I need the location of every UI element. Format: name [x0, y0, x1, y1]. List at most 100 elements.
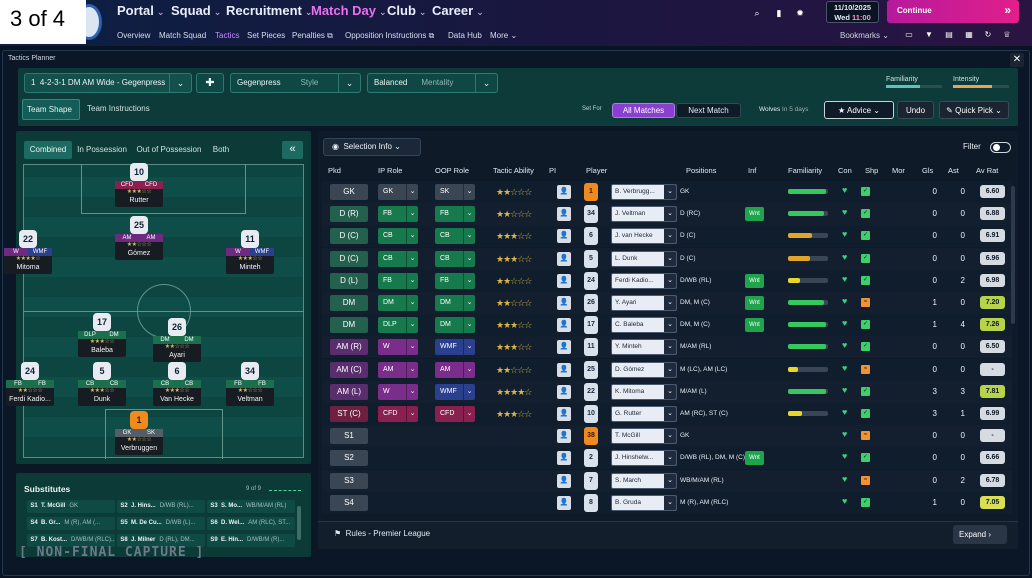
tab-team-shape[interactable]: Team Shape [22, 99, 80, 120]
nav-recruitment[interactable]: Recruitment ⌄ [226, 3, 312, 18]
column-header[interactable]: Pkd [328, 166, 341, 175]
person-icon[interactable]: 👤 [557, 451, 571, 466]
person-icon[interactable]: 👤 [557, 407, 571, 421]
search-icon[interactable]: ⌕ [754, 8, 760, 18]
picked-position-button[interactable]: S3 [330, 472, 368, 489]
column-header[interactable]: Tactic Ability [493, 166, 534, 175]
chat-icon[interactable]: ▭ [905, 30, 913, 39]
table-row[interactable]: S4 👤 8 B. Gruda ⌄ M (R), AM (RLC) ♥ ✓ 1 0 7.05 [322, 491, 1012, 514]
ip-role-select[interactable]: FB ⌄ [378, 206, 418, 223]
subnav-overview[interactable]: Overview [117, 31, 151, 40]
column-header[interactable]: Inf [748, 166, 757, 175]
person-icon[interactable]: 👤 [557, 495, 571, 510]
sub-slot[interactable]: S8 J. Milner D (RL), DM... [117, 534, 205, 547]
advice-button[interactable]: ★ Advice ⌄ [824, 101, 894, 119]
shirt-icon[interactable]: ▼ [925, 30, 933, 39]
subnav-opposition-instructions[interactable]: Opposition Instructions ⧉ [345, 31, 434, 41]
nav-career[interactable]: Career ⌄ [432, 3, 484, 18]
player-select[interactable]: Ferdi Kadio... ⌄ [611, 272, 677, 289]
sub-slot[interactable]: S2 J. Hins... D/WB (RL)... [117, 500, 205, 513]
pitch-tab-out-of-possession[interactable]: Out of Possession [136, 145, 202, 154]
ip-role-select[interactable]: CB ⌄ [378, 250, 418, 267]
nav-portal[interactable]: Portal ⌄ [117, 3, 164, 18]
column-header[interactable]: IP Role [378, 166, 403, 175]
table-row[interactable]: DM DM ⌄ DM ⌄ ★★☆☆☆ 👤 26 Y. Ayari ⌄ DM, M (C) Wnt ♥ ≈1… [322, 292, 1012, 314]
oop-role-select[interactable]: FB ⌄ [435, 206, 475, 223]
ip-role-select[interactable]: W ⌄ [378, 383, 418, 400]
nav-club[interactable]: Club ⌄ [387, 3, 426, 18]
oop-role-select[interactable]: DM ⌄ [435, 295, 475, 311]
player-select[interactable]: J. van Hecke ⌄ [611, 228, 677, 245]
table-row[interactable]: AM (R) W ⌄ WMF ⌄ ★★★☆☆ 👤 11 Y. Minteh ⌄ M/AM (RL) ♥… [322, 336, 1012, 359]
subnav-set-pieces[interactable]: Set Pieces [247, 31, 286, 40]
mentality-select[interactable]: Balanced Mentality ⌄ [367, 73, 498, 93]
sub-slot[interactable]: S4 B. Gr... M (R), AM (... [27, 517, 115, 530]
column-header[interactable]: Con [838, 166, 852, 175]
table-row[interactable]: GK GK ⌄ SK ⌄ ★★☆☆☆ 👤 1 B. Verbrugg... ⌄ GK ♥ ✓ 0 0 6.60 [322, 181, 1012, 203]
pitch-player[interactable]: 1 GK SK ★★☆☆☆ Verbruggen [115, 411, 163, 455]
column-header[interactable]: Av Rat [976, 166, 999, 175]
table-row[interactable]: S3 👤 7 S. March ⌄ WB/M/AM (RL) ♥ ≈0 2 6.78 [322, 469, 1012, 492]
subs-scrollbar[interactable] [297, 506, 301, 540]
ip-role-select[interactable]: CFD ⌄ [378, 406, 418, 422]
column-header[interactable]: Ast [948, 166, 959, 175]
all-matches-button[interactable]: All Matches [612, 103, 675, 118]
trophy-icon[interactable]: ♕ [1003, 30, 1011, 39]
bookmarks-menu[interactable]: Bookmarks ⌄ [840, 31, 889, 40]
column-header[interactable]: PI [549, 166, 557, 175]
person-icon[interactable]: 👤 [557, 229, 571, 244]
person-icon[interactable]: 👤 [557, 185, 571, 199]
picked-position-button[interactable]: S1 [330, 428, 368, 445]
oop-role-select[interactable]: SK ⌄ [435, 184, 475, 200]
pitch-tab-in-possession[interactable]: In Possession [77, 145, 127, 154]
table-row[interactable]: ST (C) CFD ⌄ CFD ⌄ ★★★☆☆ 👤 10 G. Rutter ⌄ AM (RC),… [322, 403, 1012, 425]
column-header[interactable]: Player [586, 166, 608, 175]
sub-slot[interactable]: S5 M. De Cu... D/WB (L)... [117, 517, 205, 530]
column-header[interactable]: Gls [922, 166, 934, 175]
subnav-match-squad[interactable]: Match Squad [159, 31, 207, 40]
sub-slot[interactable]: S6 D. Wel... AM (RLC), ST... [207, 517, 295, 530]
column-header[interactable]: Shp [865, 166, 879, 175]
picked-position-button[interactable]: GK [330, 184, 368, 200]
player-select[interactable]: Y. Ayari ⌄ [611, 295, 677, 311]
player-select[interactable]: B. Gruda ⌄ [611, 494, 677, 511]
picked-position-button[interactable]: S4 [330, 494, 368, 511]
person-icon[interactable]: 👤 [557, 384, 571, 399]
pitch-player[interactable]: 24 FB FB ★★☆☆☆ Ferdi Kadio... [6, 362, 54, 406]
pitch-player[interactable]: 22 W WMF ★★★★☆ Mitoma [4, 230, 52, 274]
selection-info-button[interactable]: ◉ Selection Info ⌄ [323, 138, 421, 156]
nav-squad[interactable]: Squad ⌄ [171, 3, 221, 18]
sub-slot[interactable]: S3 S. Mo... WB/M/AM (RL) [207, 500, 295, 513]
picked-position-button[interactable]: D (L) [330, 272, 368, 289]
column-header[interactable]: OOP Role [435, 166, 470, 175]
sub-slot[interactable]: S1 T. McGill GK [27, 500, 115, 513]
subnav-tactics[interactable]: Tactics [215, 31, 240, 40]
table-row[interactable]: AM (L) W ⌄ WMF ⌄ ★★★★☆ 👤 22 K. Mitoma ⌄ M/AM (L) ♥ ✓… [322, 380, 1012, 403]
table-row[interactable]: DM DLP ⌄ DM ⌄ ★★★☆☆ 👤 17 C. Baleba ⌄ DM, M (C) Wnt ♥… [322, 314, 1012, 337]
sub-slot[interactable]: S9 E. Hin... D/WB/M (R)... [207, 534, 295, 547]
pitch-player[interactable]: 26 DM DM ★★☆☆☆ Ayari [153, 318, 201, 362]
sub-slot[interactable]: S7 B. Kost... D/WB/M (RLC)... [27, 534, 115, 547]
person-icon[interactable]: 👤 [557, 340, 571, 355]
picked-position-button[interactable]: D (R) [330, 206, 368, 223]
table-row[interactable]: S1 👤 38 T. McGill ⌄ GK ♥ ≈0 0 - [322, 425, 1012, 448]
pitch-player[interactable]: 11 W WMF ★★★☆☆ Minteh [226, 230, 274, 274]
picked-position-button[interactable]: DM [330, 295, 368, 311]
column-header[interactable]: Mor [892, 166, 905, 175]
continue-button[interactable]: Continue » [887, 0, 1019, 23]
picked-position-button[interactable]: ST (C) [330, 406, 368, 422]
style-select[interactable]: Gegenpress Style ⌄ [230, 73, 361, 93]
player-select[interactable]: J. Hinshelw... ⌄ [611, 450, 677, 467]
ip-role-select[interactable]: GK ⌄ [378, 184, 418, 200]
table-row[interactable]: AM (C) AM ⌄ AM ⌄ ★★☆☆☆ 👤 25 D. Gómez ⌄ M (LC), AM … [322, 358, 1012, 381]
ip-role-select[interactable]: AM ⌄ [378, 361, 418, 378]
oop-role-select[interactable]: WMF ⌄ [435, 383, 475, 400]
column-header[interactable]: Positions [686, 166, 717, 175]
oop-role-select[interactable]: CB ⌄ [435, 250, 475, 267]
column-header[interactable]: Familiarity [788, 166, 823, 175]
oop-role-select[interactable]: AM ⌄ [435, 361, 475, 378]
person-icon[interactable]: 👤 [557, 207, 571, 222]
pitch-player[interactable]: 17 DLP DM ★★★☆☆ Baleba [78, 313, 126, 357]
pitch-player[interactable]: 25 AM AM ★★☆☆☆ Gómez [115, 216, 163, 260]
calendar-icon[interactable]: ▦ [965, 30, 973, 39]
